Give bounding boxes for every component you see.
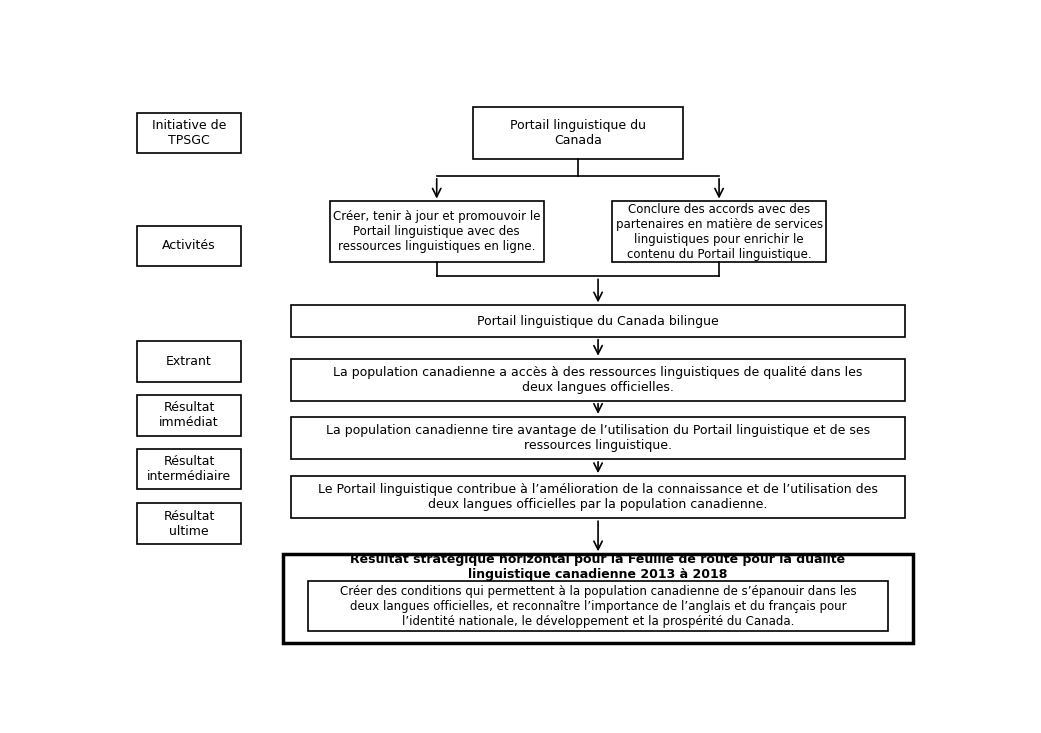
FancyBboxPatch shape (137, 113, 240, 153)
FancyBboxPatch shape (473, 107, 683, 159)
FancyBboxPatch shape (612, 202, 826, 262)
FancyBboxPatch shape (137, 449, 240, 489)
Text: Extrant: Extrant (167, 356, 212, 368)
Text: Portail linguistique du
Canada: Portail linguistique du Canada (510, 119, 645, 147)
Text: La population canadienne a accès à des ressources linguistiques de qualité dans : La population canadienne a accès à des r… (333, 366, 863, 394)
FancyBboxPatch shape (291, 305, 905, 337)
Text: Activités: Activités (162, 240, 215, 252)
Text: Créer, tenir à jour et promouvoir le
Portail linguistique avec des
ressources li: Créer, tenir à jour et promouvoir le Por… (333, 210, 540, 254)
FancyBboxPatch shape (137, 504, 240, 544)
FancyBboxPatch shape (137, 226, 240, 266)
Text: Résultat stratégique horizontal pour la Feuille de route pour la dualité
linguis: Résultat stratégique horizontal pour la … (351, 553, 845, 581)
FancyBboxPatch shape (330, 202, 543, 262)
Text: La population canadienne tire avantage de l’utilisation du Portail linguistique : La population canadienne tire avantage d… (326, 424, 870, 452)
FancyBboxPatch shape (291, 417, 905, 459)
FancyBboxPatch shape (137, 342, 240, 382)
FancyBboxPatch shape (137, 395, 240, 435)
Text: Résultat
immédiat: Résultat immédiat (159, 402, 219, 430)
FancyBboxPatch shape (283, 554, 913, 644)
FancyBboxPatch shape (291, 358, 905, 401)
FancyBboxPatch shape (291, 476, 905, 518)
Text: Créer des conditions qui permettent à la population canadienne de s’épanouir dan: Créer des conditions qui permettent à la… (339, 585, 857, 627)
Text: Conclure des accords avec des
partenaires en matière de services
linguistiques p: Conclure des accords avec des partenaire… (615, 203, 822, 261)
Text: Résultat
ultime: Résultat ultime (163, 509, 214, 538)
Text: Initiative de
TPSGC: Initiative de TPSGC (152, 119, 226, 147)
FancyBboxPatch shape (308, 581, 888, 632)
Text: Résultat
intermédiaire: Résultat intermédiaire (147, 455, 231, 483)
Text: Le Portail linguistique contribue à l’amélioration de la connaissance et de l’ut: Le Portail linguistique contribue à l’am… (319, 483, 878, 511)
Text: Portail linguistique du Canada bilingue: Portail linguistique du Canada bilingue (477, 314, 719, 328)
